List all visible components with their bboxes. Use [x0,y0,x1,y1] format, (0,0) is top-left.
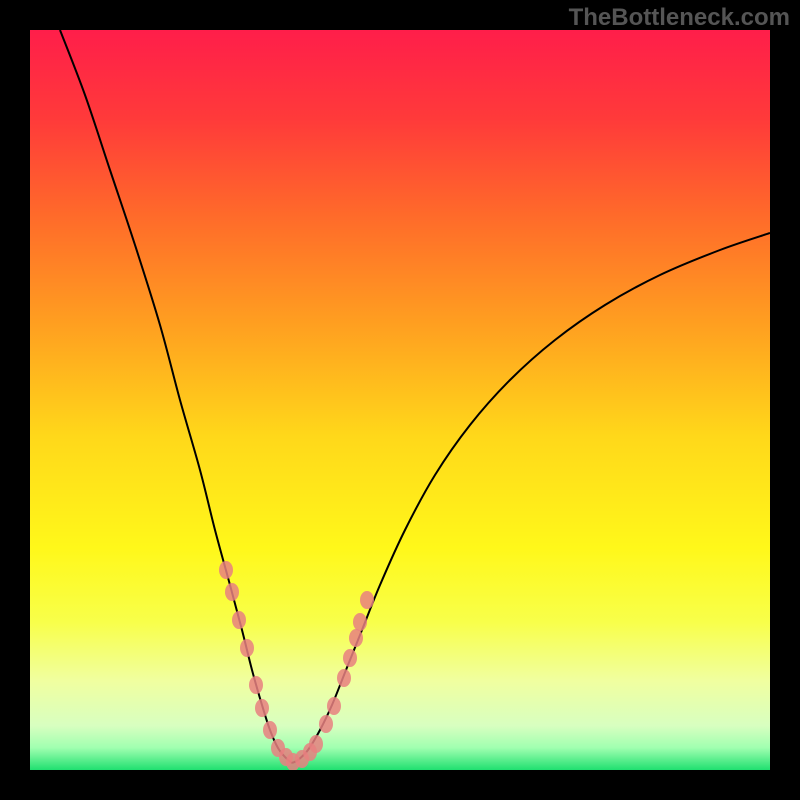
data-marker [249,676,263,694]
data-marker [337,669,351,687]
data-marker [219,561,233,579]
data-marker [327,697,341,715]
data-marker [232,611,246,629]
data-marker [360,591,374,609]
data-marker [255,699,269,717]
plot-area [30,30,770,770]
data-marker [319,715,333,733]
bottleneck-curve-svg [30,30,770,770]
data-marker [349,629,363,647]
data-marker [353,613,367,631]
data-marker [343,649,357,667]
data-marker [263,721,277,739]
data-marker [309,735,323,753]
gradient-background [30,30,770,770]
chart-container: TheBottleneck.com [0,0,800,800]
data-marker [240,639,254,657]
watermark-text: TheBottleneck.com [569,4,790,32]
data-marker [225,583,239,601]
